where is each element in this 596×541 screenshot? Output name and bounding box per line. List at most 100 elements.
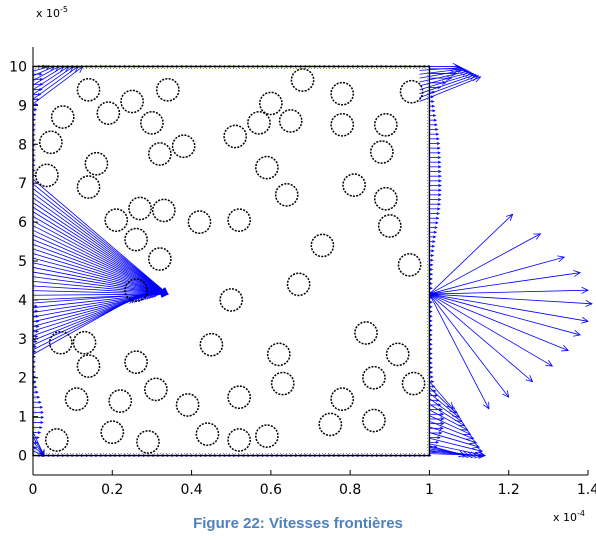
x-tick-label: 1.4 — [577, 482, 596, 498]
velocity-arrow — [429, 179, 442, 183]
velocity-arrow — [429, 221, 439, 225]
velocity-arrow — [33, 98, 40, 101]
particle-circle — [342, 173, 366, 197]
particle-circle — [48, 330, 73, 355]
particle-circle — [76, 77, 101, 102]
particle-circle — [64, 387, 89, 411]
velocity-arrow — [429, 207, 441, 211]
particle-circle — [76, 354, 101, 378]
x-tick-label: 1.2 — [498, 482, 520, 498]
y-tick-label: 0 — [18, 449, 27, 465]
velocity-arrow — [429, 293, 589, 324]
velocity-arrow — [33, 400, 42, 404]
velocity-arrow — [429, 193, 442, 197]
particle-circle — [35, 163, 59, 188]
velocity-arrow — [429, 437, 483, 454]
velocity-arrow — [429, 109, 436, 113]
particle-circle — [148, 142, 172, 166]
y-tick-label: 10 — [9, 59, 27, 75]
particle-circle — [259, 91, 283, 116]
velocity-arrow — [429, 420, 475, 440]
y-tick-label: 5 — [18, 254, 27, 270]
velocity-arrow — [429, 233, 542, 295]
velocity-arrow — [429, 212, 441, 215]
velocity-arrow — [429, 293, 534, 383]
figure-caption: Figure 22: Vitesses frontières — [193, 515, 403, 532]
particle-circle — [108, 389, 133, 413]
velocity-arrow — [429, 169, 442, 174]
particle-circle — [38, 130, 63, 155]
particle-circle — [195, 422, 220, 446]
particle-circle — [373, 186, 398, 211]
velocity-arrow — [429, 286, 589, 295]
x-tick-label: 0 — [29, 482, 38, 498]
velocity-arrow — [429, 137, 440, 141]
velocity-arrow — [33, 426, 43, 429]
velocity-arrow — [429, 142, 441, 145]
particle-circle — [223, 124, 248, 149]
x-tick-label: 0.2 — [101, 482, 123, 498]
particle-circle — [318, 412, 343, 437]
velocity-arrow — [429, 381, 454, 410]
velocity-arrow — [429, 293, 510, 398]
velocity-arrow — [32, 202, 169, 295]
particle-circle — [377, 214, 402, 238]
velocity-arrows — [32, 63, 593, 459]
velocity-arrow — [429, 293, 570, 352]
velocity-arrow — [429, 436, 441, 440]
velocity-arrow — [32, 178, 169, 295]
y-tick-label: 2 — [18, 371, 27, 387]
particle-circle — [151, 198, 176, 223]
particle-circle — [104, 208, 129, 232]
velocity-arrow — [429, 426, 444, 431]
particle-circle — [354, 321, 378, 345]
velocity-arrow — [429, 123, 438, 127]
particle-circle — [120, 89, 144, 114]
particle-circle — [397, 253, 422, 277]
velocity-arrow — [429, 151, 441, 155]
particle-circle — [155, 77, 180, 102]
velocity-arrow — [429, 440, 440, 444]
particle-circle — [227, 208, 251, 232]
particle-circle — [171, 134, 196, 159]
velocity-arrow — [429, 415, 472, 435]
particle-circle — [330, 112, 355, 137]
velocity-arrow — [429, 213, 514, 295]
y-tick-label: 7 — [18, 176, 27, 192]
particle-circle — [124, 227, 148, 252]
velocity-arrow — [429, 155, 442, 160]
velocity-arrow — [429, 235, 437, 239]
particle-circle — [50, 105, 75, 129]
particle-circle — [278, 109, 303, 133]
particles — [35, 68, 426, 454]
particle-circle — [330, 387, 355, 411]
particle-circle — [44, 428, 69, 452]
particle-circle — [266, 342, 291, 367]
velocity-arrow — [32, 211, 169, 295]
x-tick-label: 0.6 — [260, 482, 282, 498]
velocity-arrow — [429, 293, 554, 367]
velocity-arrow — [429, 197, 442, 202]
velocity-arrow — [33, 395, 41, 399]
velocity-arrow — [429, 255, 566, 295]
velocity-arrow — [33, 410, 44, 414]
velocity-arrow — [429, 183, 442, 188]
velocity-arrow — [429, 293, 593, 307]
particle-circle — [362, 408, 386, 433]
particle-circle — [187, 210, 212, 234]
velocity-arrow — [33, 72, 43, 76]
velocity-arrow — [429, 270, 581, 295]
velocity-arrow — [429, 165, 442, 169]
particle-circle — [227, 385, 251, 410]
velocity-arrow — [429, 114, 437, 117]
velocity-arrow — [429, 132, 440, 136]
velocity-arrow — [32, 66, 60, 81]
particle-circle — [227, 428, 251, 452]
particle-circle — [255, 424, 279, 448]
y-tick-label: 3 — [18, 332, 27, 348]
velocity-arrow — [429, 409, 469, 431]
particle-circle — [148, 247, 172, 271]
velocity-arrow — [429, 226, 438, 229]
velocity-arrow — [33, 77, 44, 81]
